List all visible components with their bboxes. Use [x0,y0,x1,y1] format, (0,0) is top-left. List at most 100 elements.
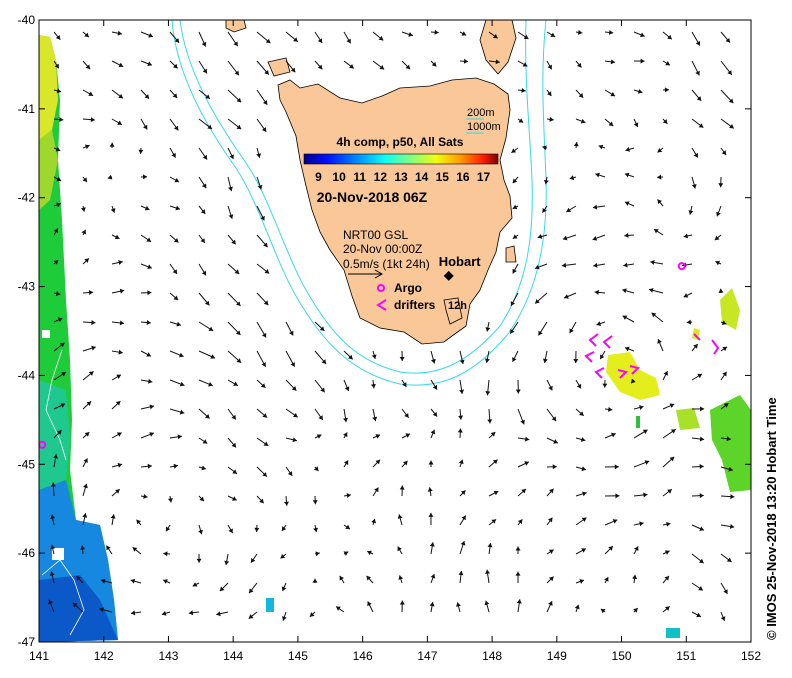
current-arrowhead [366,575,372,581]
current-arrowhead [56,176,62,182]
drifter-marker [693,333,701,341]
current-arrowhead [367,601,372,607]
current-arrowhead [718,288,724,293]
current-arrowhead [537,234,543,239]
current-arrowhead [207,124,212,130]
current-arrowhead [56,430,62,435]
current-arrowhead [670,429,676,434]
current-arrowhead [510,301,516,306]
current-arrowhead [235,301,241,306]
current-arrowhead [289,330,294,336]
current-vector-field [48,29,735,622]
current-arrowhead [118,62,124,68]
current-arrowhead [293,37,298,42]
current-arrowhead [48,599,53,605]
current-arrowhead [542,207,547,213]
sst-isotherm [41,559,85,636]
current-arrowhead [114,234,120,240]
current-arrowhead [339,575,344,581]
current-arrowhead [219,586,225,592]
current-arrowhead [287,471,293,476]
current-arrowhead [236,358,242,363]
current-arrowhead [484,600,490,606]
current-arrowhead [84,432,90,437]
current-arrowhead [315,551,320,557]
current-arrowhead [642,429,648,434]
current-arrowhead [518,118,524,123]
current-arrowhead [657,174,662,180]
current-arrowhead [261,362,266,367]
current-arrowhead [130,610,136,616]
current-arrowhead [257,184,263,190]
current-arrowhead [397,514,403,519]
current-arrowhead [511,148,517,153]
current-arrowhead [263,441,269,446]
current-arrowhead [727,70,732,75]
current-arrowhead [262,413,268,418]
current-arrowhead [371,518,377,524]
x-tick-label: 141 [29,649,49,663]
current-arrowhead [179,409,185,415]
current-arrowhead [117,120,122,125]
current-arrowhead [55,34,61,40]
current-arrowhead [260,215,265,221]
current-arrowhead [458,459,464,465]
current-scale: 0.5m/s (1kt 24h) [343,257,430,271]
current-arrowhead [633,122,639,127]
current-arrowhead [148,32,153,38]
current-arrowhead [174,177,180,183]
current-arrowhead [592,235,598,241]
current-arrowhead [512,268,517,274]
x-tick-label: 147 [417,649,437,663]
current-arrowhead [542,358,548,363]
current-arrowhead [261,332,267,338]
current-source: NRT00 GSL [343,228,408,242]
current-arrowhead [651,312,657,318]
x-tick-label: 151 [676,649,696,663]
current-arrowhead [485,569,491,574]
current-arrowhead [336,606,341,611]
current-arrowhead [281,586,287,592]
current-arrowhead [722,346,728,352]
current-arrowhead [262,100,268,105]
current-arrowhead [662,119,668,124]
current-arrowhead [521,489,526,494]
current-arrowhead [495,59,500,65]
current-arrowhead [402,460,408,466]
current-arrowhead [721,320,727,326]
current-arrowhead [313,527,319,533]
current-arrowhead [234,269,240,274]
current-arrowhead [593,262,598,268]
contour-legend-200m: 200m [467,107,495,119]
current-arrowhead [664,575,669,581]
current-arrowhead [171,152,176,158]
current-arrowhead [643,492,648,498]
current-arrowhead [398,575,404,580]
current-arrowhead [177,434,182,440]
current-arrowhead [61,372,66,377]
current-arrowhead [428,460,434,465]
current-arrowhead [729,124,734,129]
drifter-marker [711,339,720,355]
current-arrowhead [232,496,237,501]
current-arrowhead [117,462,123,468]
current-arrowhead [726,557,732,562]
x-tick-label: 146 [353,649,373,663]
current-arrowhead [492,459,498,465]
current-arrowhead [610,91,616,97]
current-arrowhead [693,344,698,349]
current-arrowhead [174,38,180,43]
current-arrowhead [259,498,264,504]
current-arrowhead [231,442,237,448]
current-arrowhead [176,321,181,327]
current-arrowhead [581,548,586,553]
current-arrowhead [463,58,469,64]
colorbar-label: 10 [332,170,346,184]
current-arrowhead [535,299,540,304]
current-arrowhead [200,238,205,243]
current-arrowhead [624,201,630,206]
current-arrowhead [216,611,221,617]
current-arrowhead [524,436,530,442]
current-arrowhead [456,602,461,607]
tasmania-land [277,77,513,345]
